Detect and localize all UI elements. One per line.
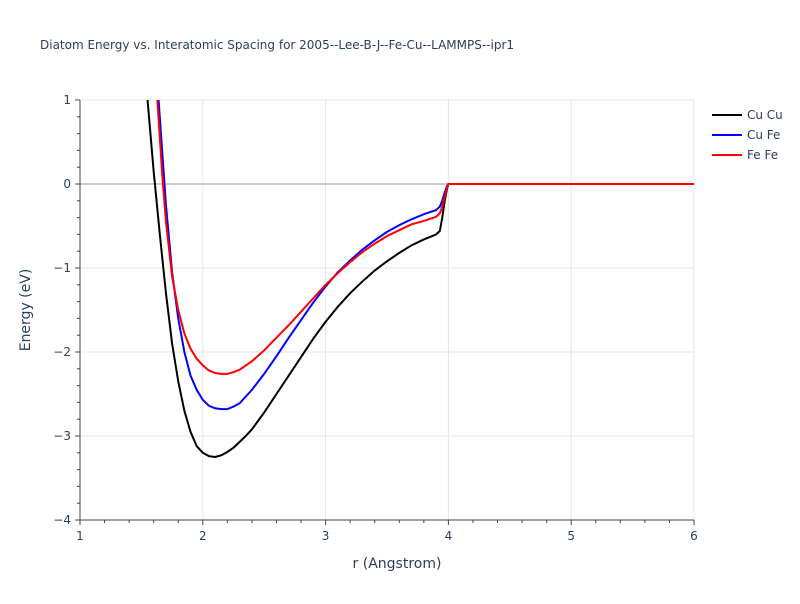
y-tick-label: −4 bbox=[53, 513, 71, 527]
y-tick-label: 1 bbox=[63, 93, 71, 107]
y-tick-label: −1 bbox=[53, 261, 71, 275]
x-tick-label: 3 bbox=[322, 529, 330, 543]
y-tick-label: 0 bbox=[63, 177, 71, 191]
y-tick-label: −2 bbox=[53, 345, 71, 359]
x-tick-label: 4 bbox=[445, 529, 453, 543]
series-group bbox=[146, 100, 694, 458]
series-line bbox=[157, 100, 694, 411]
series-line bbox=[156, 100, 694, 375]
legend-label: Cu Cu bbox=[747, 108, 783, 122]
chart-title: Diatom Energy vs. Interatomic Spacing fo… bbox=[40, 38, 515, 52]
x-tick-label: 5 bbox=[567, 529, 575, 543]
legend-label: Cu Fe bbox=[747, 128, 780, 142]
x-tick-label: 6 bbox=[690, 529, 698, 543]
x-tick-label: 1 bbox=[76, 529, 84, 543]
legend-label: Fe Fe bbox=[747, 148, 778, 162]
series-line bbox=[146, 100, 694, 458]
x-axis-title: r (Angstrom) bbox=[353, 556, 442, 572]
y-tick-label: −3 bbox=[53, 429, 71, 443]
y-axis-title: Energy (eV) bbox=[18, 269, 34, 352]
x-tick-label: 2 bbox=[199, 529, 207, 543]
